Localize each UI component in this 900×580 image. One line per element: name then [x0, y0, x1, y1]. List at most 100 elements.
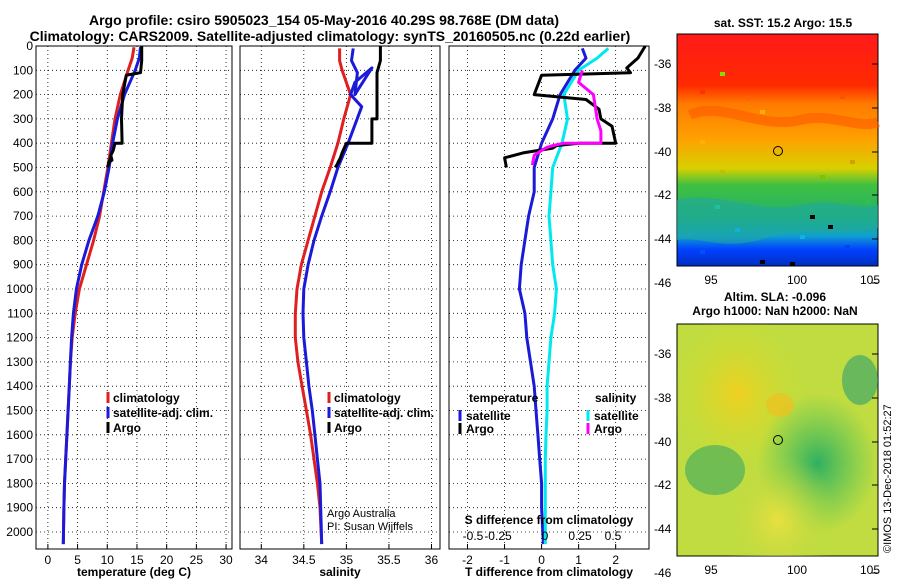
x-axis-label: salinity [319, 565, 361, 579]
series-group [293, 46, 382, 545]
sst-pixel [800, 235, 805, 239]
sst-pixel [845, 245, 850, 249]
x-tick-label: 5 [74, 553, 81, 567]
y-tick-label: 2000 [6, 525, 33, 539]
legend-label: climatology [334, 391, 401, 405]
top-tick-label: -0.5 [463, 529, 484, 543]
sst-pixel [700, 140, 705, 144]
temperature-panel: 0 5 10 15 20 25 30 temperature (deg C) 0 100 200 30… [6, 39, 233, 579]
y-tick-label: 1800 [6, 476, 33, 490]
x-tick-label: -2 [462, 553, 473, 567]
x-tick-label: 15 [130, 553, 144, 567]
legend-label: Argo [334, 421, 362, 435]
y-tick-label: 400 [13, 136, 33, 150]
plot-frame [448, 45, 650, 550]
series-line-climatology [293, 48, 353, 545]
y-tick-label: 1600 [6, 428, 33, 442]
legend-label: climatology [113, 391, 180, 405]
x-tick-label: 0 [538, 553, 545, 567]
legend-title-temperature: temperature [469, 391, 539, 405]
plot-frame [239, 45, 441, 550]
series-group [503, 46, 647, 545]
lat-label: -38 [654, 101, 672, 115]
x-axis-label: temperature (deg C) [77, 565, 191, 579]
series-line-climatology [61, 46, 136, 545]
sst-pixel [860, 110, 865, 114]
sst-pixel [760, 110, 765, 114]
sst-pixel [720, 170, 725, 174]
x-tick-label: 10 [101, 553, 115, 567]
lat-label: -46 [654, 276, 672, 290]
top-tick-label: -0.25 [484, 529, 512, 543]
x-tick-label: 36 [425, 553, 439, 567]
sst-pixel [735, 228, 740, 232]
x-tick-label: 35.5 [377, 553, 401, 567]
sla-argo-marker [773, 435, 783, 445]
sst-pixel [745, 96, 750, 100]
y-tick-label: 700 [13, 209, 33, 223]
x-tick-label: 34.5 [292, 553, 316, 567]
lon-label: 100 [787, 273, 807, 287]
x-tick-label: 34 [255, 553, 269, 567]
sla-map: Altim. SLA: -0.096 Argo h1000: NaN h2000… [654, 290, 894, 580]
legend-label: satellite [466, 409, 511, 423]
lon-label: 105 [860, 563, 880, 577]
sla-high [766, 393, 794, 417]
top-tick-label: 0.5 [605, 529, 622, 543]
lon-label: 95 [704, 273, 718, 287]
y-tick-label: 500 [13, 160, 33, 174]
lat-label: -42 [654, 478, 672, 492]
x-tick-label: 1 [575, 553, 582, 567]
sst-pixel [820, 175, 825, 179]
sla-low-a [685, 445, 745, 495]
x-tick-label: 35 [340, 553, 354, 567]
sst-pixel [720, 72, 725, 76]
y-tick-label: 1900 [6, 501, 33, 515]
series-line-s-satellite [543, 47, 610, 545]
y-tick-label: 200 [13, 88, 33, 102]
series-group [61, 46, 144, 545]
x-tick-label: 2 [612, 553, 619, 567]
legend-label: Argo [594, 422, 622, 436]
sst-map-title: sat. SST: 15.2 Argo: 15.5 [714, 16, 853, 30]
lat-label: -46 [654, 566, 672, 580]
sla-map-title: Altim. SLA: -0.096 [724, 290, 826, 304]
sst-pixel [810, 215, 815, 219]
plot-frame [35, 45, 233, 550]
y-tick-label: 1300 [6, 355, 33, 369]
lon-label: 100 [787, 563, 807, 577]
series-line-s-argo [530, 69, 603, 166]
top-tick-label: 0.25 [568, 529, 592, 543]
sst-pixel [840, 95, 845, 99]
sst-pixel [828, 225, 833, 229]
legend-title-salinity: salinity [595, 391, 637, 405]
series-line-satellite-adj-clim- [61, 47, 142, 545]
lat-label: -42 [654, 188, 672, 202]
sst-argo-marker [773, 146, 783, 156]
top-tick-label: 0 [542, 529, 549, 543]
lat-label: -38 [654, 391, 672, 405]
series-line-argo [334, 46, 382, 169]
sst-map: sat. SST: 15.2 Argo: 15.5 -36 -38 -40 -42 -4… [654, 16, 880, 290]
lon-label: 95 [704, 563, 718, 577]
sst-pixel [865, 200, 870, 204]
lat-label: -40 [654, 435, 672, 449]
y-tick-label: 900 [13, 258, 33, 272]
annotation-text: PI: Susan Wijffels [327, 521, 413, 533]
legend-label: Argo [113, 421, 141, 435]
x-tick-label: 30 [219, 553, 233, 567]
y-tick-label: 1400 [6, 379, 33, 393]
legend-label: satellite [594, 409, 639, 423]
x-tick-label: 20 [160, 553, 174, 567]
lat-label: -44 [654, 522, 672, 536]
lat-label: -36 [654, 57, 672, 71]
sst-pixel [850, 160, 855, 164]
y-tick-label: 300 [13, 112, 33, 126]
annotation-text: Argo Australia [327, 508, 396, 520]
x-tick-label: 0 [45, 553, 52, 567]
x-axis-label: T difference from climatology [465, 565, 633, 579]
sst-pixel [715, 205, 720, 209]
y-tick-label: 1500 [6, 403, 33, 417]
lat-label: -36 [654, 347, 672, 361]
y-tick-label: 0 [26, 39, 33, 53]
